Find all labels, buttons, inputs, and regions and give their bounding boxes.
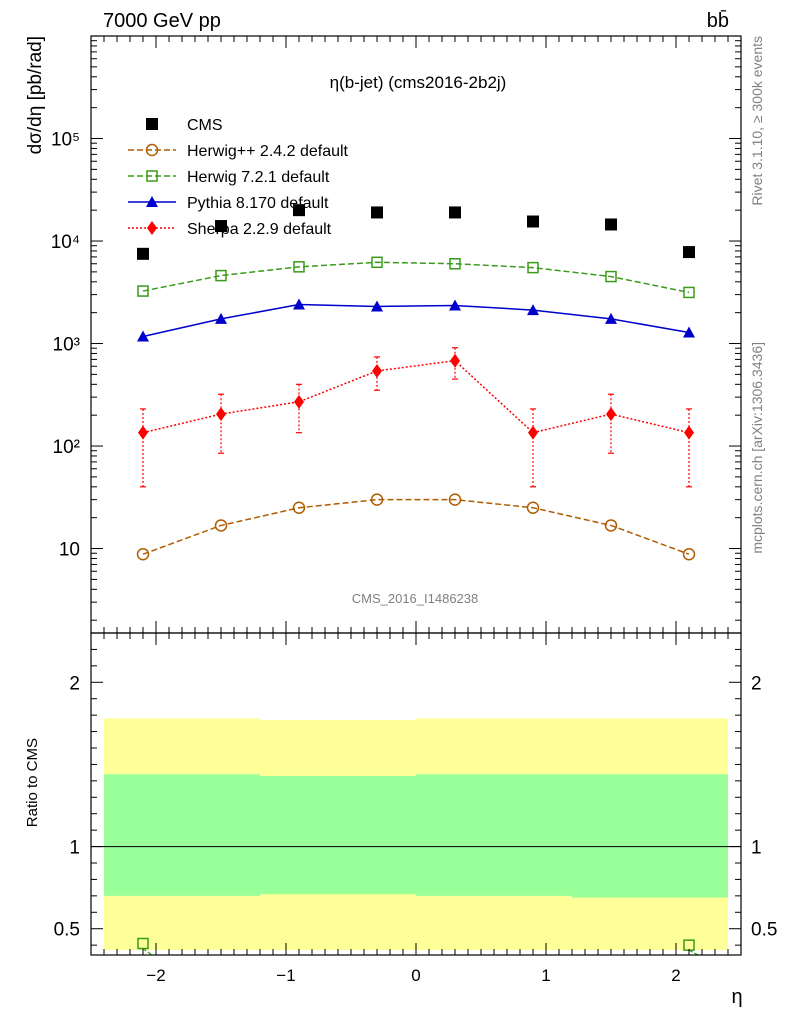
data-point — [293, 204, 305, 217]
x-tick-label: −1 — [276, 966, 295, 985]
axes: −2 −1 0 1 2 10 10² 10³ 10⁴ 10⁵ 0.5 0.5 1 1 2 2 — [51, 35, 777, 985]
legend-label: Pythia 8.170 default — [187, 195, 329, 212]
series-line — [142, 261, 690, 294]
y-tick-label: 10² — [53, 437, 80, 458]
ratio-band-inner — [104, 774, 260, 896]
series-line — [142, 359, 690, 434]
data-point — [137, 285, 149, 297]
data-point — [605, 270, 617, 283]
ratio-y-tick-label: 0.5 — [54, 920, 80, 941]
ratio-y-tick-label: 2 — [69, 673, 80, 694]
data-point — [449, 206, 461, 219]
data-point — [215, 312, 227, 324]
legend-marker — [146, 196, 158, 207]
y-tick-label: 10 — [59, 540, 80, 561]
x-tick-label: −2 — [146, 966, 165, 985]
watermark: CMS_2016_I1486238 — [352, 591, 479, 606]
data-point — [683, 326, 695, 338]
data-point — [684, 425, 694, 440]
x-tick-label: 2 — [671, 966, 680, 985]
legend-marker — [146, 118, 158, 130]
data-point — [683, 286, 695, 299]
y-tick-label: 10⁵ — [51, 130, 80, 151]
plot-title: η(b-jet) (cms2016-2b2j) — [330, 73, 507, 92]
series-line — [142, 498, 690, 555]
data-point — [371, 256, 383, 269]
data-point — [292, 501, 306, 515]
ratio-y-tick-label-right: 0.5 — [751, 920, 777, 941]
y-tick-label: 10⁴ — [51, 232, 80, 253]
data-point — [449, 258, 461, 270]
x-tick-label: 1 — [541, 966, 550, 985]
data-point — [214, 519, 228, 532]
data-point — [215, 220, 227, 233]
ratio-y-tick-label-right: 2 — [751, 673, 762, 694]
data-point — [605, 218, 617, 231]
data-point — [293, 298, 305, 310]
data-point — [528, 425, 538, 440]
legend-marker — [145, 143, 159, 157]
data-point — [137, 247, 149, 260]
data-point — [605, 312, 617, 324]
data-point — [216, 407, 226, 422]
data-point — [527, 215, 539, 228]
data-point — [449, 299, 461, 311]
ratio-line-segment — [142, 948, 153, 956]
data-point — [215, 269, 227, 282]
data-point — [526, 501, 540, 515]
data-point — [293, 261, 305, 273]
series-line — [142, 303, 690, 338]
side-label-top: Rivet 3.1.10, ≥ 300k events — [749, 36, 765, 206]
ratio-line-segment — [688, 949, 699, 956]
title-right: bb̄ — [707, 9, 729, 32]
data-point — [527, 304, 539, 316]
legend-label: Sherpa 2.2.9 default — [187, 221, 332, 238]
ratio-y-axis-label: Ratio to CMS — [24, 738, 41, 827]
legend-marker — [147, 221, 157, 235]
data-point — [683, 246, 695, 259]
data-point — [371, 300, 383, 312]
data-point — [448, 493, 462, 506]
data-point — [371, 206, 383, 219]
legend: CMS Herwig++ 2.4.2 default Herwig 7.2.1 de… — [128, 117, 349, 238]
main-plot-area — [136, 204, 696, 561]
legend-marker — [146, 170, 158, 182]
data-point — [372, 363, 382, 378]
x-axis-label: η — [731, 986, 742, 1008]
y-tick-label: 10³ — [53, 335, 80, 356]
data-point — [370, 493, 384, 506]
data-point — [450, 353, 460, 368]
data-point — [136, 547, 150, 561]
ratio-band-inner — [572, 774, 728, 898]
ratio-plot-area — [91, 718, 741, 956]
side-label-bottom: mcplots.cern.ch [arXiv:1306.3436] — [749, 342, 765, 554]
data-point — [604, 519, 618, 532]
x-tick-label: 0 — [411, 966, 420, 985]
ratio-y-tick-label-right: 1 — [751, 838, 762, 859]
data-point — [606, 407, 616, 422]
ratio-band-inner — [260, 775, 416, 895]
title-left: 7000 GeV pp — [103, 10, 221, 32]
ratio-y-tick-label: 1 — [69, 838, 80, 859]
legend-label: CMS — [187, 117, 223, 134]
legend-label: Herwig 7.2.1 default — [187, 169, 330, 186]
main-y-axis-label: dσ/dη [pb/rad] — [25, 36, 46, 154]
data-point — [294, 394, 304, 409]
ratio-band-inner — [416, 774, 572, 896]
data-point — [137, 330, 149, 342]
data-point — [682, 547, 696, 561]
data-point — [527, 261, 539, 274]
data-point — [138, 425, 148, 440]
legend-label: Herwig++ 2.4.2 default — [187, 143, 349, 160]
